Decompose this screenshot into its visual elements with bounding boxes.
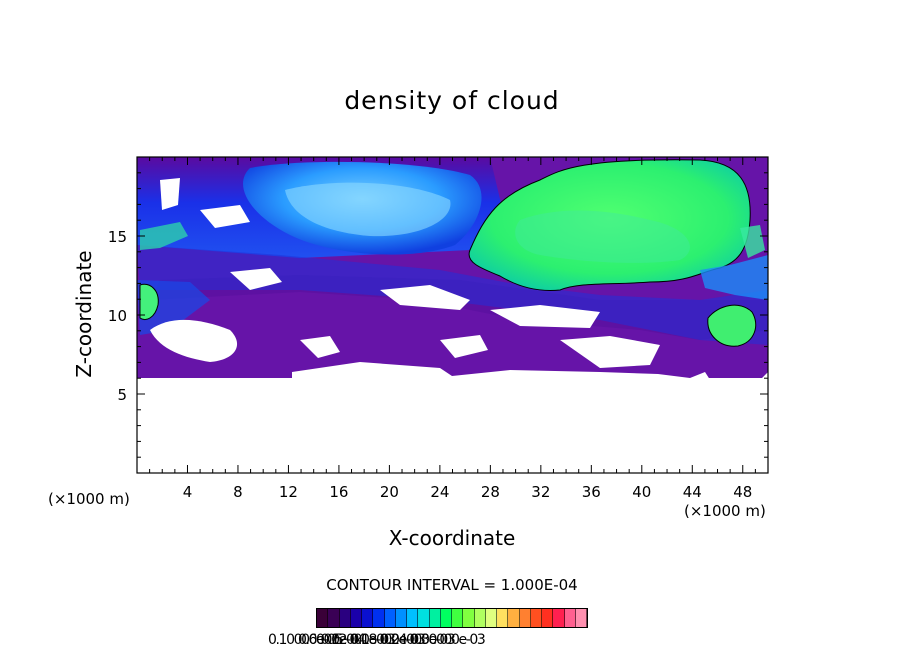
colorbar-swatch xyxy=(542,609,554,627)
colorbar-swatch xyxy=(328,609,340,627)
colorbar-swatch xyxy=(384,609,396,627)
region-upper-left-cloud xyxy=(243,161,482,255)
colorbar-swatch xyxy=(508,609,520,627)
y-tick-label: 15 xyxy=(108,228,127,246)
colorbar-swatch xyxy=(418,609,430,627)
y-tick-label: 10 xyxy=(108,307,127,325)
colorbar-swatch xyxy=(440,609,452,627)
region-upper-right-cloud xyxy=(468,159,768,300)
y-tick-label: 5 xyxy=(117,386,127,404)
x-tick-label: 16 xyxy=(329,483,348,501)
x-tick-label: 44 xyxy=(683,483,702,501)
x-origin-unit-label: (×1000 m) xyxy=(48,490,130,508)
colorbar-swatch xyxy=(429,609,441,627)
x-tick-label: 24 xyxy=(430,483,449,501)
x-tick-label: 40 xyxy=(632,483,651,501)
colorbar-tick-label: 0.30000e-03 xyxy=(410,632,485,648)
colorbar-swatch xyxy=(339,609,351,627)
colorbar-swatch xyxy=(373,609,385,627)
y-axis-ticks: 5 10 15 xyxy=(108,172,768,458)
x-tick-label: 8 xyxy=(233,483,243,501)
x-tick-label: 4 xyxy=(183,483,193,501)
x-tick-label: 28 xyxy=(481,483,500,501)
cloud-free-patches xyxy=(150,178,660,368)
colorbar-swatch xyxy=(553,609,565,627)
colorbar-swatch xyxy=(452,609,464,627)
colorbar-tick-label: 0.18000e-03 xyxy=(350,632,425,648)
colorbar-swatch xyxy=(474,609,486,627)
x-tick-label: 12 xyxy=(279,483,298,501)
x-tick-label: 36 xyxy=(582,483,601,501)
contour-interval-label: CONTOUR INTERVAL = 1.000E-04 xyxy=(326,576,578,594)
colorbar-tick-label: 0.24000e-03 xyxy=(380,632,455,648)
colorbar-swatch xyxy=(407,609,419,627)
x-axis-label: X-coordinate xyxy=(388,526,516,550)
chart-title: density of cloud xyxy=(344,86,560,115)
colorbar-swatch xyxy=(497,609,509,627)
colorbar-labels: 0.10000e-050.6000e-040.12000e-030.18000e… xyxy=(268,632,486,648)
colorbar-tick-label: 0.6000e-04 xyxy=(297,632,366,648)
colorbar-tick-label: 0.10000e-05 xyxy=(268,632,343,648)
x-tick-label: 20 xyxy=(380,483,399,501)
colorbar-swatch xyxy=(575,609,587,627)
colorbar-swatch xyxy=(485,609,497,627)
x-tick-label: 32 xyxy=(531,483,550,501)
x-axis-ticks: 4 8 12 16 20 24 28 32 36 40 44 48 xyxy=(149,157,756,501)
colorbar-swatch xyxy=(362,609,374,627)
y-axis-label: Z-coordinate xyxy=(72,250,96,378)
colorbar-swatch xyxy=(463,609,475,627)
colorbar-swatch xyxy=(564,609,576,627)
colorbar-swatch xyxy=(395,609,407,627)
colorbar-swatch xyxy=(530,609,542,627)
colorbar-swatch xyxy=(519,609,531,627)
cloud-free-lower-layer xyxy=(137,378,768,473)
x-axis-unit-label: (×1000 m) xyxy=(684,502,766,520)
colorbar-swatch xyxy=(350,609,362,627)
colorbar xyxy=(316,608,588,628)
region-left-edge-core xyxy=(139,222,188,320)
x-tick-label: 48 xyxy=(733,483,752,501)
region-right-edge-core xyxy=(707,225,765,347)
colorbar-tick-label: 0.12000e-03 xyxy=(320,632,395,648)
colorbar-swatch xyxy=(317,609,329,627)
